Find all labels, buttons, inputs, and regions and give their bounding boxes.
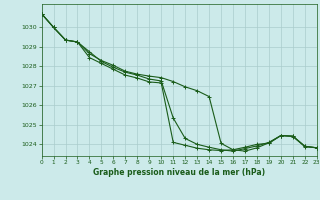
X-axis label: Graphe pression niveau de la mer (hPa): Graphe pression niveau de la mer (hPa) (93, 168, 265, 177)
